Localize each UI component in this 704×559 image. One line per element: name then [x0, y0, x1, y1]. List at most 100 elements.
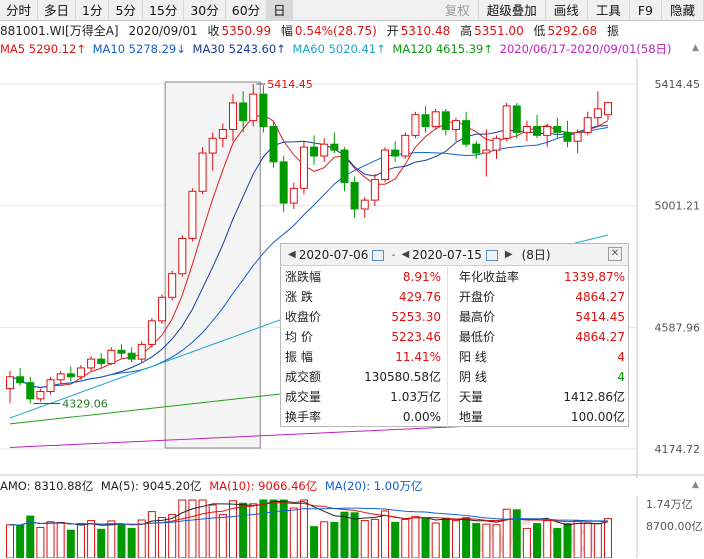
- tool-button[interactable]: 工具: [588, 0, 630, 21]
- volume-bar-down: [391, 521, 400, 558]
- close-price: 5350.99: [221, 24, 272, 38]
- volume-bar-up: [289, 507, 298, 558]
- candle-up: [522, 126, 531, 133]
- volume-bar-up: [411, 515, 420, 558]
- amo-legend-row: AMO: 8310.88亿 MA(5): 9045.20亿 MA(10): 90…: [0, 478, 704, 495]
- tool-button[interactable]: 画线: [546, 0, 588, 21]
- volume-bar-up: [401, 518, 410, 558]
- candle-down: [269, 126, 278, 163]
- period-toolbar: 分时 多日 1分 5分 15分 30分 60分日 复权 超级叠加 画线 工具 F9 隐藏: [0, 0, 704, 21]
- period-button[interactable]: 60分: [226, 0, 268, 21]
- stat-value: 5223.46: [391, 330, 441, 344]
- candle-down: [310, 146, 319, 157]
- calendar-icon[interactable]: [372, 250, 385, 261]
- stat-label: 年化收益率: [459, 270, 520, 284]
- period-button[interactable]: 多日: [38, 0, 77, 21]
- change-value: 0.54%(28.75): [294, 24, 377, 38]
- quote-info-row: 881001.WI[万得全A] 2020/09/01 收 5350.99 幅 0.5…: [0, 22, 704, 40]
- stats-row: 收盘价 5253.30 最高价 5414.45: [281, 307, 628, 327]
- volume-bar-up: [87, 520, 96, 558]
- amo-ma5: MA(5): 9045.20亿: [100, 479, 202, 493]
- range-stats-popup: ◀ 2020-07-06 - ◀ 2020-07-15 ▶ (8日) ✕ 涨跌幅…: [280, 243, 629, 427]
- dash-separator: -: [391, 248, 396, 261]
- range-to-date[interactable]: 2020-07-15: [412, 247, 482, 262]
- candle-up: [604, 102, 612, 116]
- volume-bar-up: [147, 511, 156, 558]
- volume-bar-down: [239, 502, 248, 558]
- stat-label: 成交量: [285, 390, 322, 404]
- volume-bar-up: [381, 510, 390, 558]
- volume-bar-up: [604, 518, 612, 558]
- period-button[interactable]: 日: [267, 0, 293, 21]
- candle-up: [593, 108, 602, 119]
- stat-label: 涨跌幅: [285, 270, 322, 284]
- period-button[interactable]: 5分: [109, 0, 143, 21]
- volume-bar-up: [228, 500, 237, 558]
- volume-bar-down: [462, 517, 471, 558]
- volume-bar-up: [492, 524, 501, 558]
- volume-bar-up: [178, 499, 187, 558]
- range-from-date[interactable]: 2020-07-06: [298, 247, 369, 262]
- close-icon[interactable]: ✕: [608, 247, 622, 261]
- stat-value: 0.00%: [402, 410, 441, 424]
- candle-down: [462, 120, 471, 145]
- volume-bar-up: [543, 520, 552, 558]
- candle-down: [472, 143, 481, 154]
- candle-up: [320, 143, 329, 157]
- volume-bar-down: [97, 528, 106, 558]
- candle-down: [350, 181, 359, 210]
- candle-up: [76, 367, 85, 378]
- open-label: 开: [386, 24, 399, 38]
- candle-up: [6, 376, 14, 390]
- volume-bar-down: [553, 527, 562, 558]
- tool-button[interactable]: F9: [630, 0, 662, 21]
- candle-up: [87, 358, 96, 369]
- candle-down: [97, 358, 106, 365]
- period-button[interactable]: 15分: [143, 0, 185, 21]
- right-arrow-icon[interactable]: ▶: [504, 249, 513, 260]
- candle-up: [381, 149, 390, 181]
- candle-up: [360, 199, 369, 210]
- candle-up: [137, 343, 146, 360]
- tool-button[interactable]: 复权: [437, 0, 479, 21]
- chevron-up-icon[interactable]: ▲: [692, 480, 699, 490]
- volume-bar-up: [46, 521, 55, 558]
- tool-button[interactable]: 隐藏: [662, 0, 704, 21]
- volume-bar-up: [370, 518, 379, 558]
- tool-button[interactable]: 超级叠加: [479, 0, 546, 21]
- volume-bar-down: [441, 517, 450, 558]
- period-button[interactable]: 1分: [76, 0, 110, 21]
- calendar-icon[interactable]: [485, 250, 498, 261]
- chevron-up-icon[interactable]: ▲: [692, 43, 699, 53]
- high-price: 5351.00: [474, 24, 524, 38]
- low-annotation: 4329.06: [62, 398, 108, 411]
- stat-value: 8.91%: [402, 270, 441, 284]
- period-button[interactable]: 分时: [0, 0, 39, 21]
- tool-buttons: 复权 超级叠加 画线 工具 F9 隐藏: [437, 0, 704, 21]
- stat-value: 4: [617, 370, 625, 384]
- period-button[interactable]: 30分: [184, 0, 226, 21]
- stat-label: 最高价: [459, 310, 496, 324]
- prev-arrow-icon[interactable]: ◀: [288, 249, 296, 260]
- candle-down: [279, 161, 288, 204]
- candle-up: [583, 117, 592, 133]
- volume-bar-down: [66, 529, 75, 558]
- ma120-value: MA120 4615.39↑: [392, 42, 494, 56]
- volume-bar-up: [36, 527, 45, 558]
- candle-up: [249, 93, 258, 122]
- candle-up: [198, 152, 207, 192]
- volume-bar-up: [158, 517, 167, 558]
- stat-label: 最低价: [459, 330, 496, 344]
- volume-bar-down: [350, 512, 359, 558]
- stat-value: 5414.45: [575, 310, 625, 324]
- stat-value: 4: [617, 350, 625, 364]
- candle-down: [26, 382, 35, 400]
- volume-bar-up: [431, 522, 440, 558]
- candle-up: [482, 149, 491, 154]
- volume-bar-up: [6, 524, 14, 558]
- next-arrow-icon[interactable]: ◀: [401, 249, 410, 260]
- volume-tick-label: 8700.00亿: [646, 520, 703, 533]
- candle-down: [66, 373, 75, 378]
- period-buttons: 分时 多日 1分 5分 15分 30分 60分日: [0, 0, 293, 21]
